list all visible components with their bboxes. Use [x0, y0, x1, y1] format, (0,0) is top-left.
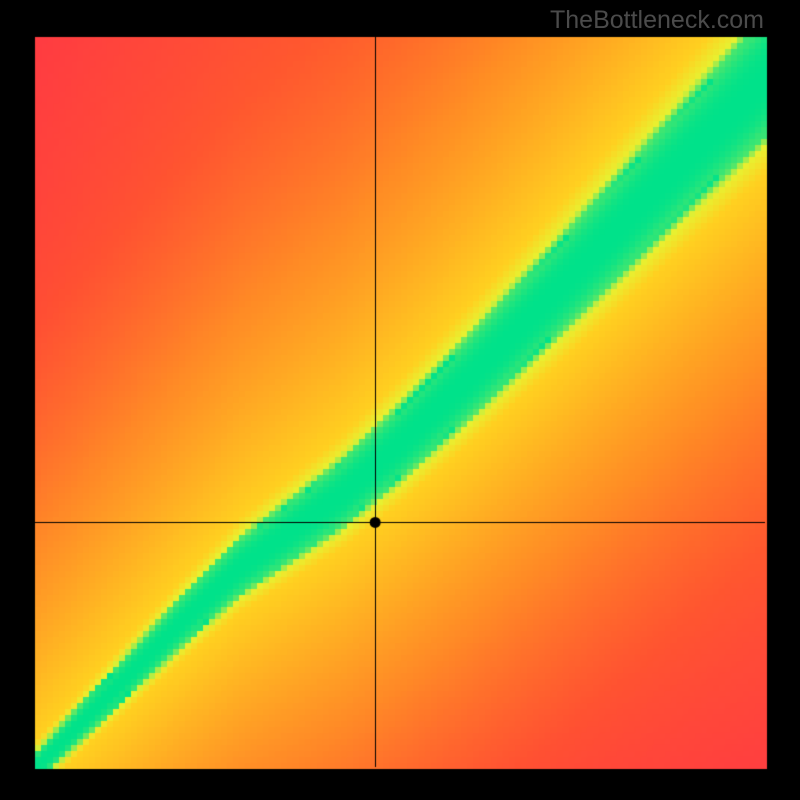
- chart-container: TheBottleneck.com: [0, 0, 800, 800]
- bottleneck-heatmap-chart: [0, 0, 800, 800]
- watermark-label: TheBottleneck.com: [550, 6, 764, 35]
